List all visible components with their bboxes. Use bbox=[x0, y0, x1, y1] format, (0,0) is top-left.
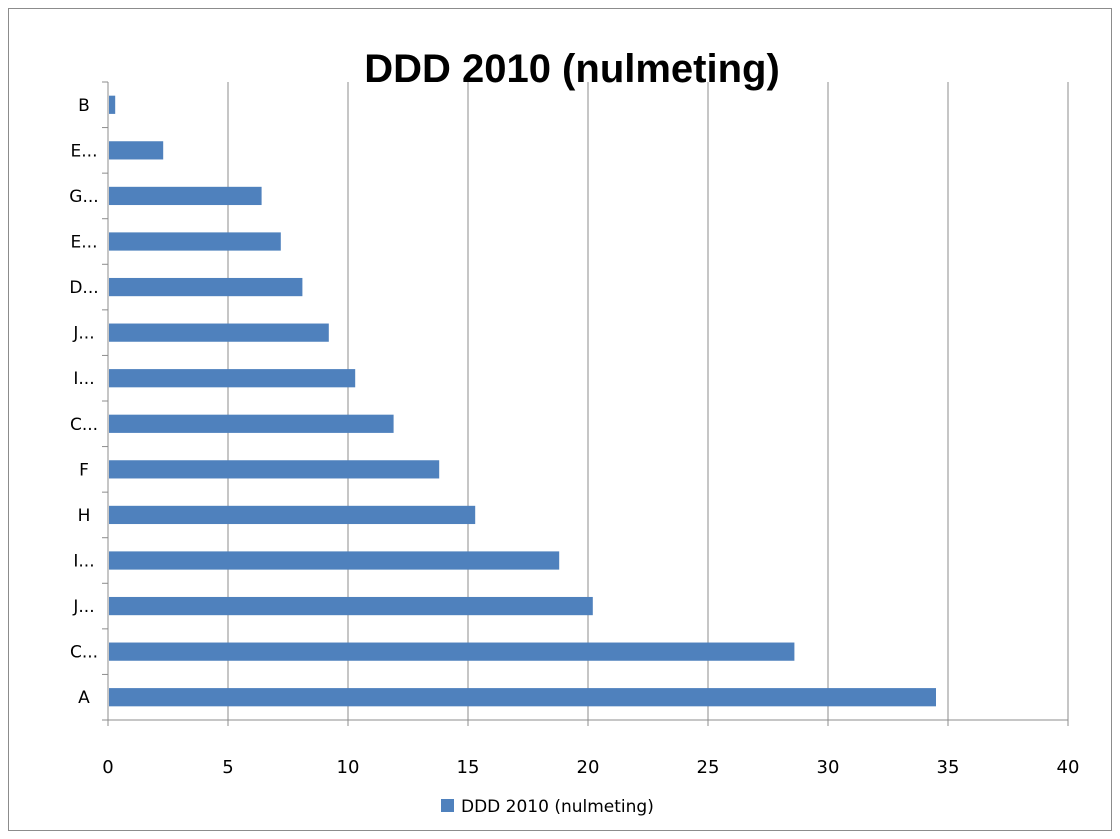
bar bbox=[109, 369, 356, 388]
category-label: I... bbox=[73, 369, 94, 389]
legend: DDD 2010 (nulmeting) bbox=[441, 797, 654, 817]
x-tick-label: 25 bbox=[697, 757, 720, 778]
category-label: D... bbox=[69, 278, 98, 298]
category-label: J... bbox=[72, 324, 94, 344]
x-tick-label: 0 bbox=[102, 757, 113, 778]
x-tick-label: 5 bbox=[222, 757, 233, 778]
chart-title: DDD 2010 (nulmeting) bbox=[364, 47, 780, 91]
category-label: I... bbox=[73, 552, 94, 572]
x-tick-label: 15 bbox=[457, 757, 480, 778]
x-tick-label: 30 bbox=[817, 757, 840, 778]
bar bbox=[109, 596, 593, 616]
bar bbox=[109, 551, 560, 570]
category-label: A bbox=[78, 688, 90, 708]
category-label: J... bbox=[72, 597, 94, 617]
bar bbox=[109, 277, 303, 297]
bar bbox=[109, 323, 329, 342]
bar bbox=[109, 460, 440, 479]
category-label: C... bbox=[70, 643, 98, 663]
category-labels: A C... J... I... H F C... I... J... D... E... G... E… bbox=[69, 96, 98, 708]
bar bbox=[109, 505, 476, 525]
bar bbox=[109, 141, 164, 160]
category-label: H bbox=[78, 506, 91, 526]
bar bbox=[109, 95, 116, 114]
bar bbox=[109, 642, 795, 661]
bar bbox=[109, 414, 394, 433]
bar bbox=[109, 232, 281, 251]
x-tick-label: 40 bbox=[1057, 757, 1080, 778]
category-label: B bbox=[78, 96, 90, 116]
x-tick-label: 10 bbox=[337, 757, 360, 778]
bar bbox=[109, 186, 262, 206]
category-label: F bbox=[79, 460, 89, 480]
legend-label: DDD 2010 (nulmeting) bbox=[461, 797, 654, 817]
legend-swatch bbox=[441, 799, 454, 812]
category-label: E... bbox=[71, 141, 98, 161]
x-tick-label: 20 bbox=[577, 757, 600, 778]
axes bbox=[102, 81, 1069, 726]
category-label: C... bbox=[70, 415, 98, 435]
x-tick-labels: 0 5 10 15 20 25 30 35 40 bbox=[102, 757, 1079, 778]
x-tick-label: 35 bbox=[937, 757, 960, 778]
bar bbox=[109, 688, 936, 707]
category-label: G... bbox=[69, 187, 98, 207]
gridlines bbox=[227, 82, 1069, 720]
bars bbox=[109, 95, 936, 707]
category-label: E... bbox=[71, 233, 98, 253]
